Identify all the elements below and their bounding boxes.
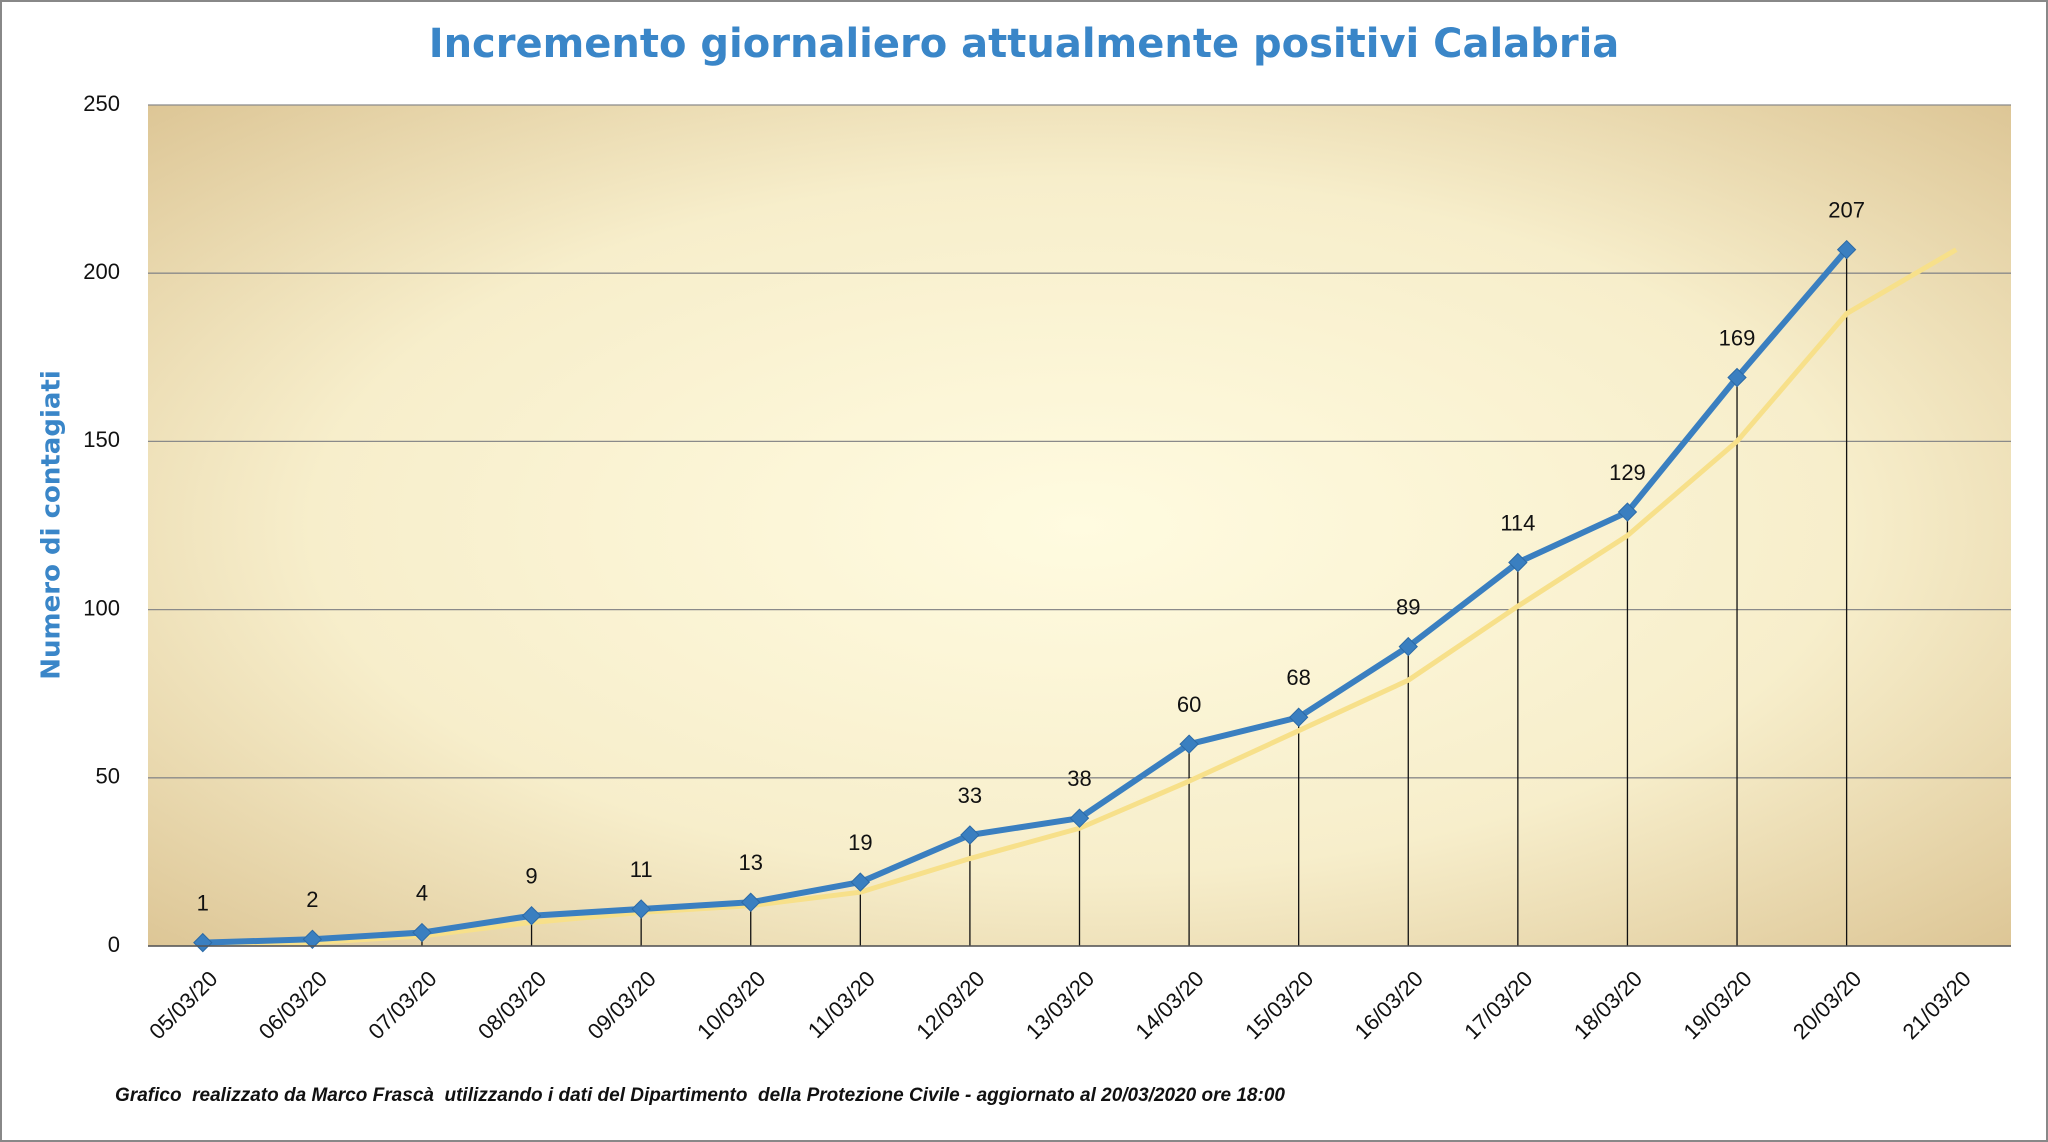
chart-title: Incremento giornaliero attualmente posit… (429, 21, 1620, 67)
marker (521, 906, 542, 926)
marker (1069, 808, 1090, 828)
data-label: 13 (738, 850, 762, 875)
marker (1727, 367, 1747, 388)
y-tick-label: 150 (83, 427, 120, 452)
marker (631, 899, 651, 919)
data-label: 169 (1719, 325, 1756, 350)
y-tick-label: 200 (83, 259, 120, 284)
marker (302, 929, 323, 949)
marker (412, 922, 432, 943)
marker (1398, 636, 1418, 657)
marker (1179, 734, 1199, 754)
marker (1288, 707, 1309, 727)
data-label: 1 (197, 890, 209, 915)
marker (1617, 502, 1638, 522)
marker (850, 872, 871, 892)
footnote: Grafico realizzato da Marco Frascà utili… (115, 1085, 1285, 1106)
plot-area (148, 105, 2011, 946)
data-label: 4 (416, 880, 428, 905)
data-label: 114 (1500, 510, 1535, 535)
series-line (202, 247, 1849, 946)
data-label: 19 (848, 830, 872, 855)
marker (1836, 239, 1857, 260)
marker (1508, 552, 1528, 573)
data-label: 68 (1286, 665, 1310, 690)
marker (741, 892, 761, 912)
data-label: 9 (525, 864, 537, 889)
y-tick-label: 100 (83, 595, 120, 620)
marker (193, 932, 213, 953)
y-axis-label: Numero di contagiati (37, 370, 67, 679)
marker (960, 825, 980, 845)
data-label: 89 (1396, 594, 1420, 619)
data-label: 38 (1067, 766, 1091, 791)
data-label: 2 (306, 887, 318, 912)
data-label: 129 (1609, 460, 1646, 485)
series-line (202, 247, 1958, 946)
data-label: 33 (958, 783, 982, 808)
y-tick-label: 0 (108, 932, 120, 957)
data-label: 60 (1177, 692, 1201, 717)
data-label: 207 (1828, 197, 1865, 222)
data-label: 11 (630, 857, 653, 882)
y-tick-label: 50 (96, 764, 120, 789)
y-tick-label: 250 (83, 91, 120, 116)
